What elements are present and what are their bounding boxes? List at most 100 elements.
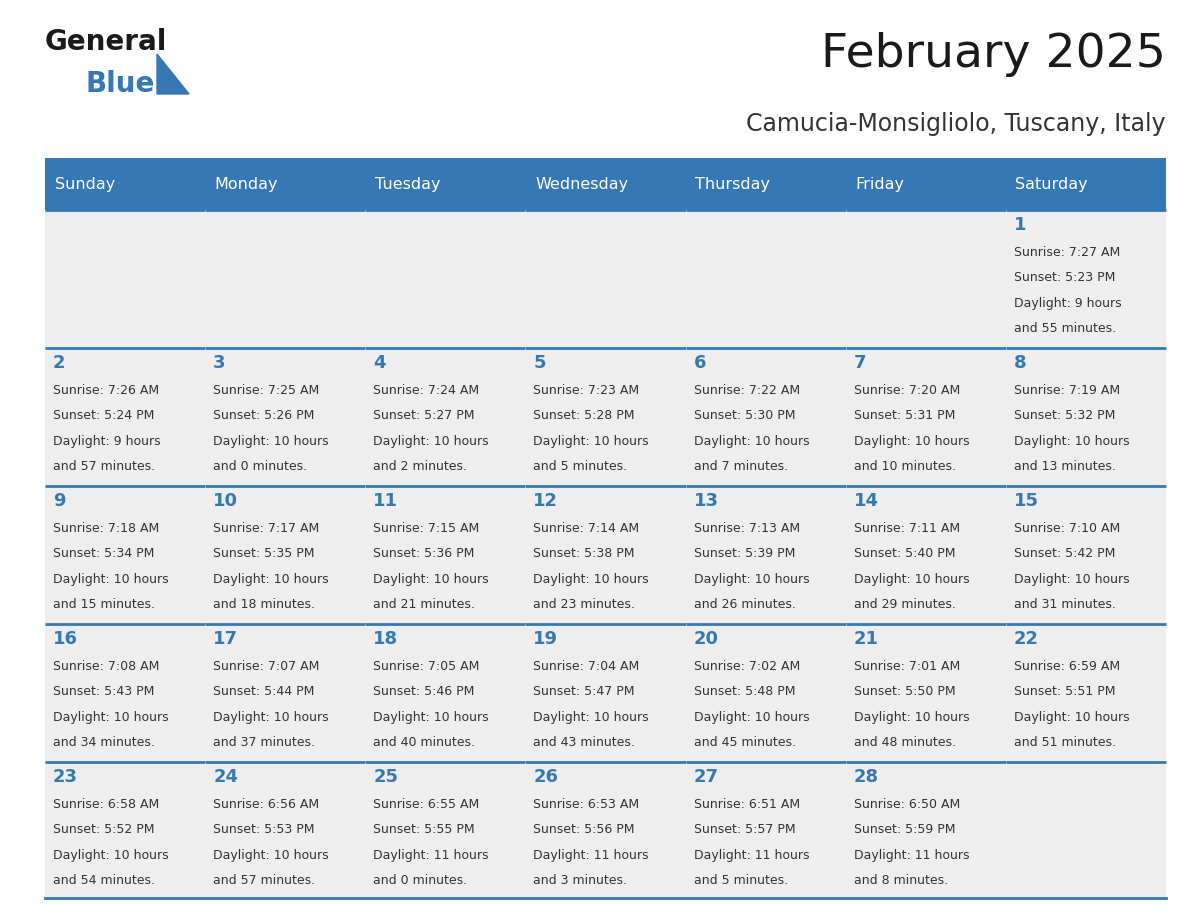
Text: and 45 minutes.: and 45 minutes. xyxy=(694,736,796,749)
Text: General: General xyxy=(45,28,168,56)
Text: Daylight: 10 hours: Daylight: 10 hours xyxy=(694,573,809,586)
Text: and 13 minutes.: and 13 minutes. xyxy=(1013,461,1116,474)
Text: Sunset: 5:59 PM: Sunset: 5:59 PM xyxy=(854,823,955,836)
Text: 23: 23 xyxy=(53,768,78,786)
Text: Daylight: 10 hours: Daylight: 10 hours xyxy=(854,435,969,448)
Text: Sunset: 5:47 PM: Sunset: 5:47 PM xyxy=(533,686,634,699)
Text: 18: 18 xyxy=(373,631,398,648)
Text: Daylight: 10 hours: Daylight: 10 hours xyxy=(213,711,329,724)
Text: Daylight: 10 hours: Daylight: 10 hours xyxy=(213,435,329,448)
Text: Sunset: 5:39 PM: Sunset: 5:39 PM xyxy=(694,547,795,560)
Text: and 57 minutes.: and 57 minutes. xyxy=(213,875,315,888)
Text: February 2025: February 2025 xyxy=(821,32,1165,77)
Text: and 0 minutes.: and 0 minutes. xyxy=(373,875,467,888)
Text: Sunrise: 7:08 AM: Sunrise: 7:08 AM xyxy=(53,660,159,673)
Text: Daylight: 10 hours: Daylight: 10 hours xyxy=(213,849,329,862)
Text: Sunday: Sunday xyxy=(55,176,115,192)
Text: Daylight: 10 hours: Daylight: 10 hours xyxy=(213,573,329,586)
Text: 9: 9 xyxy=(53,492,65,510)
Text: Daylight: 10 hours: Daylight: 10 hours xyxy=(694,711,809,724)
Text: Sunset: 5:55 PM: Sunset: 5:55 PM xyxy=(373,823,475,836)
Text: 26: 26 xyxy=(533,768,558,786)
Text: Sunset: 5:43 PM: Sunset: 5:43 PM xyxy=(53,686,154,699)
Text: Monday: Monday xyxy=(215,176,278,192)
Text: Daylight: 10 hours: Daylight: 10 hours xyxy=(1013,711,1130,724)
Text: Sunrise: 6:55 AM: Sunrise: 6:55 AM xyxy=(373,798,480,811)
Text: and 51 minutes.: and 51 minutes. xyxy=(1013,736,1116,749)
Text: Daylight: 10 hours: Daylight: 10 hours xyxy=(373,435,489,448)
Text: Sunrise: 7:05 AM: Sunrise: 7:05 AM xyxy=(373,660,480,673)
Text: 25: 25 xyxy=(373,768,398,786)
Text: Sunset: 5:27 PM: Sunset: 5:27 PM xyxy=(373,409,475,422)
Text: Daylight: 10 hours: Daylight: 10 hours xyxy=(53,711,169,724)
Text: and 43 minutes.: and 43 minutes. xyxy=(533,736,636,749)
Text: and 54 minutes.: and 54 minutes. xyxy=(53,875,154,888)
Text: and 18 minutes.: and 18 minutes. xyxy=(213,599,315,611)
Text: 6: 6 xyxy=(694,354,706,372)
Text: Daylight: 10 hours: Daylight: 10 hours xyxy=(533,435,649,448)
Text: Sunset: 5:53 PM: Sunset: 5:53 PM xyxy=(213,823,315,836)
Text: Sunrise: 7:14 AM: Sunrise: 7:14 AM xyxy=(533,521,639,535)
Text: and 48 minutes.: and 48 minutes. xyxy=(854,736,955,749)
Text: Sunset: 5:40 PM: Sunset: 5:40 PM xyxy=(854,547,955,560)
Text: Sunrise: 6:56 AM: Sunrise: 6:56 AM xyxy=(213,798,320,811)
Text: Sunrise: 7:18 AM: Sunrise: 7:18 AM xyxy=(53,521,159,535)
Text: Sunset: 5:46 PM: Sunset: 5:46 PM xyxy=(373,686,475,699)
Text: Sunrise: 7:01 AM: Sunrise: 7:01 AM xyxy=(854,660,960,673)
Text: Daylight: 10 hours: Daylight: 10 hours xyxy=(533,573,649,586)
Text: 13: 13 xyxy=(694,492,719,510)
Text: 2: 2 xyxy=(53,354,65,372)
Text: Sunrise: 7:15 AM: Sunrise: 7:15 AM xyxy=(373,521,480,535)
Text: Sunrise: 6:58 AM: Sunrise: 6:58 AM xyxy=(53,798,159,811)
Text: Daylight: 10 hours: Daylight: 10 hours xyxy=(694,435,809,448)
Text: Sunset: 5:23 PM: Sunset: 5:23 PM xyxy=(1013,272,1116,285)
Text: 15: 15 xyxy=(1013,492,1038,510)
Text: Sunrise: 7:10 AM: Sunrise: 7:10 AM xyxy=(1013,521,1120,535)
Text: and 29 minutes.: and 29 minutes. xyxy=(854,599,955,611)
Text: Sunrise: 7:23 AM: Sunrise: 7:23 AM xyxy=(533,384,639,397)
Text: Sunset: 5:52 PM: Sunset: 5:52 PM xyxy=(53,823,154,836)
Text: Daylight: 9 hours: Daylight: 9 hours xyxy=(1013,297,1121,310)
Text: 16: 16 xyxy=(53,631,78,648)
Text: Daylight: 9 hours: Daylight: 9 hours xyxy=(53,435,160,448)
Text: Daylight: 10 hours: Daylight: 10 hours xyxy=(1013,573,1130,586)
Text: Sunrise: 7:22 AM: Sunrise: 7:22 AM xyxy=(694,384,800,397)
Text: and 31 minutes.: and 31 minutes. xyxy=(1013,599,1116,611)
Text: Daylight: 11 hours: Daylight: 11 hours xyxy=(854,849,969,862)
Text: Daylight: 10 hours: Daylight: 10 hours xyxy=(854,573,969,586)
Text: Sunrise: 6:50 AM: Sunrise: 6:50 AM xyxy=(854,798,960,811)
Text: 11: 11 xyxy=(373,492,398,510)
Text: and 15 minutes.: and 15 minutes. xyxy=(53,599,154,611)
Text: Sunrise: 7:11 AM: Sunrise: 7:11 AM xyxy=(854,521,960,535)
Text: and 8 minutes.: and 8 minutes. xyxy=(854,875,948,888)
Text: 24: 24 xyxy=(213,768,238,786)
Text: Daylight: 11 hours: Daylight: 11 hours xyxy=(694,849,809,862)
Text: Daylight: 10 hours: Daylight: 10 hours xyxy=(1013,435,1130,448)
Text: Sunset: 5:38 PM: Sunset: 5:38 PM xyxy=(533,547,634,560)
Text: Sunset: 5:42 PM: Sunset: 5:42 PM xyxy=(1013,547,1116,560)
Text: 22: 22 xyxy=(1013,631,1038,648)
Text: and 7 minutes.: and 7 minutes. xyxy=(694,461,788,474)
Text: Sunset: 5:51 PM: Sunset: 5:51 PM xyxy=(1013,686,1116,699)
Text: 21: 21 xyxy=(854,631,879,648)
Text: and 10 minutes.: and 10 minutes. xyxy=(854,461,955,474)
Text: Sunrise: 6:53 AM: Sunrise: 6:53 AM xyxy=(533,798,639,811)
Text: Sunrise: 6:59 AM: Sunrise: 6:59 AM xyxy=(1013,660,1120,673)
Text: Sunset: 5:26 PM: Sunset: 5:26 PM xyxy=(213,409,315,422)
Text: Sunrise: 7:13 AM: Sunrise: 7:13 AM xyxy=(694,521,800,535)
Text: 17: 17 xyxy=(213,631,238,648)
Text: Sunrise: 7:27 AM: Sunrise: 7:27 AM xyxy=(1013,246,1120,259)
Text: and 26 minutes.: and 26 minutes. xyxy=(694,599,796,611)
Text: 8: 8 xyxy=(1013,354,1026,372)
Text: Sunset: 5:35 PM: Sunset: 5:35 PM xyxy=(213,547,315,560)
Text: Sunset: 5:24 PM: Sunset: 5:24 PM xyxy=(53,409,154,422)
Text: Sunset: 5:48 PM: Sunset: 5:48 PM xyxy=(694,686,795,699)
Text: Thursday: Thursday xyxy=(695,176,770,192)
Text: Sunset: 5:44 PM: Sunset: 5:44 PM xyxy=(213,686,315,699)
Text: Sunset: 5:50 PM: Sunset: 5:50 PM xyxy=(854,686,955,699)
Text: Tuesday: Tuesday xyxy=(375,176,441,192)
Text: Sunrise: 6:51 AM: Sunrise: 6:51 AM xyxy=(694,798,800,811)
Text: and 55 minutes.: and 55 minutes. xyxy=(1013,322,1116,335)
Text: 14: 14 xyxy=(854,492,879,510)
Text: Saturday: Saturday xyxy=(1016,176,1088,192)
